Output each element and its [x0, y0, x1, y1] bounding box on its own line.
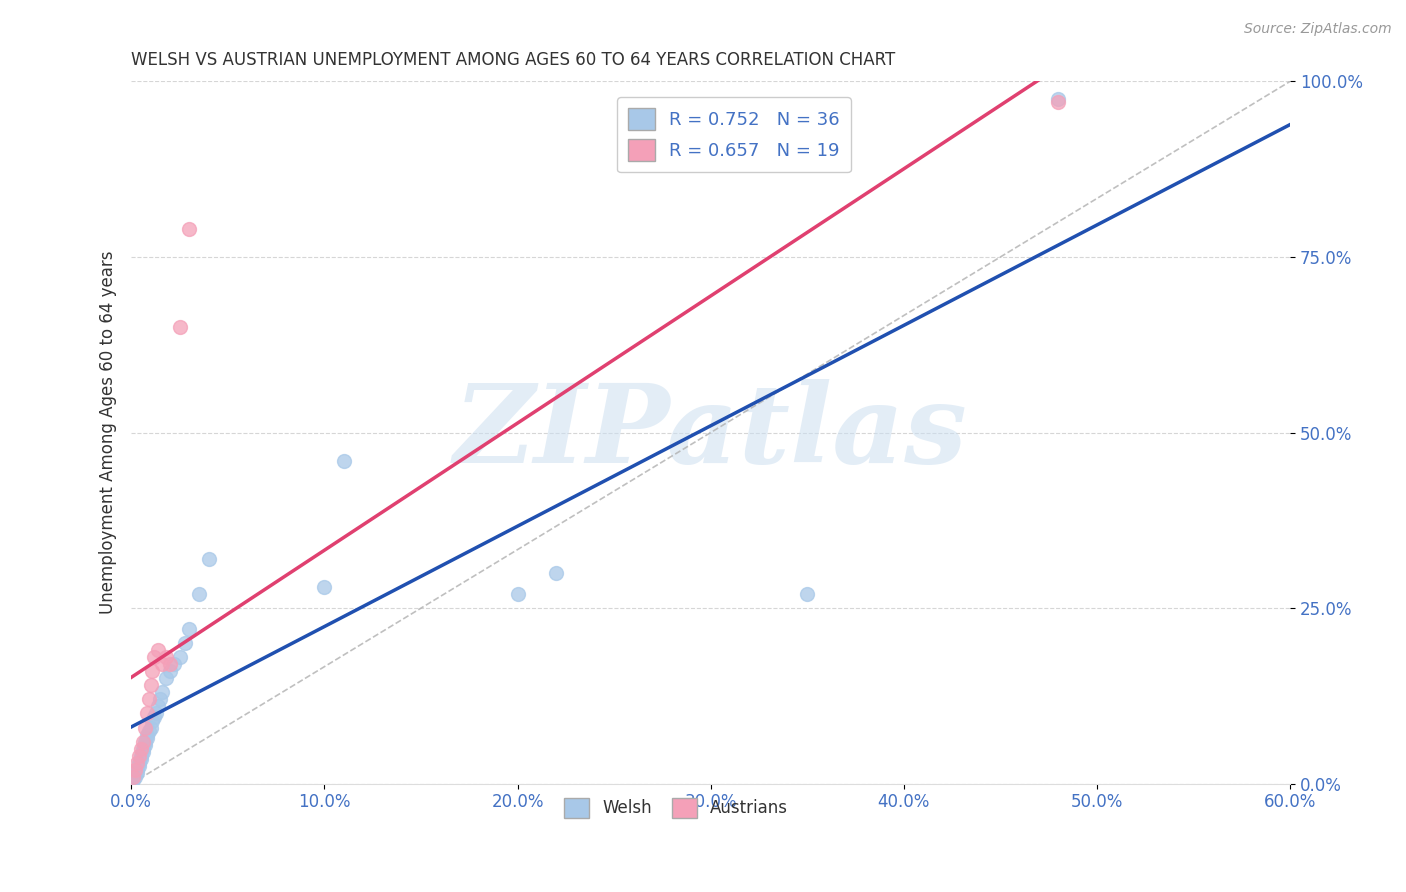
Point — [138, 692, 160, 706]
Point — [129, 752, 152, 766]
Point — [149, 692, 172, 706]
Point — [135, 728, 157, 742]
Point — [546, 566, 568, 580]
Point — [796, 587, 818, 601]
Text: WELSH VS AUSTRIAN UNEMPLOYMENT AMONG AGES 60 TO 64 YEARS CORRELATION CHART: WELSH VS AUSTRIAN UNEMPLOYMENT AMONG AGE… — [131, 51, 896, 69]
Point — [138, 724, 160, 739]
Point — [506, 587, 529, 601]
Point — [150, 657, 173, 672]
Point — [314, 580, 336, 594]
Point — [159, 665, 181, 679]
Point — [125, 763, 148, 777]
Point — [141, 714, 163, 728]
Point — [145, 706, 167, 721]
Point — [134, 734, 156, 748]
Point — [134, 721, 156, 735]
Point — [129, 741, 152, 756]
Point — [128, 748, 150, 763]
Point — [148, 699, 170, 714]
Point — [174, 636, 197, 650]
Point — [150, 685, 173, 699]
Point — [187, 587, 209, 601]
Point — [134, 738, 156, 752]
Point — [139, 721, 162, 735]
Point — [169, 650, 191, 665]
Point — [1047, 92, 1070, 106]
Point — [135, 731, 157, 745]
Point — [143, 650, 166, 665]
Point — [122, 770, 145, 784]
Point — [128, 759, 150, 773]
Point — [197, 552, 219, 566]
Point — [124, 763, 146, 777]
Point — [159, 657, 181, 672]
Text: Source: ZipAtlas.com: Source: ZipAtlas.com — [1244, 22, 1392, 37]
Point — [122, 773, 145, 788]
Point — [155, 672, 177, 686]
Point — [179, 222, 201, 236]
Point — [128, 756, 150, 770]
Point — [135, 706, 157, 721]
Point — [139, 678, 162, 692]
Point — [155, 650, 177, 665]
Point — [1047, 95, 1070, 110]
Text: ZIPatlas: ZIPatlas — [454, 379, 967, 486]
Point — [125, 756, 148, 770]
Point — [124, 770, 146, 784]
Legend: Welsh, Austrians: Welsh, Austrians — [557, 791, 794, 824]
Point — [125, 766, 148, 780]
Point — [132, 734, 155, 748]
Point — [332, 453, 354, 467]
Point — [163, 657, 186, 672]
Point — [129, 748, 152, 763]
Point — [143, 710, 166, 724]
Y-axis label: Unemployment Among Ages 60 to 64 years: Unemployment Among Ages 60 to 64 years — [100, 251, 117, 615]
Point — [179, 622, 201, 636]
Point — [132, 745, 155, 759]
Point — [148, 643, 170, 657]
Point — [169, 320, 191, 334]
Point — [141, 665, 163, 679]
Point — [132, 741, 155, 756]
